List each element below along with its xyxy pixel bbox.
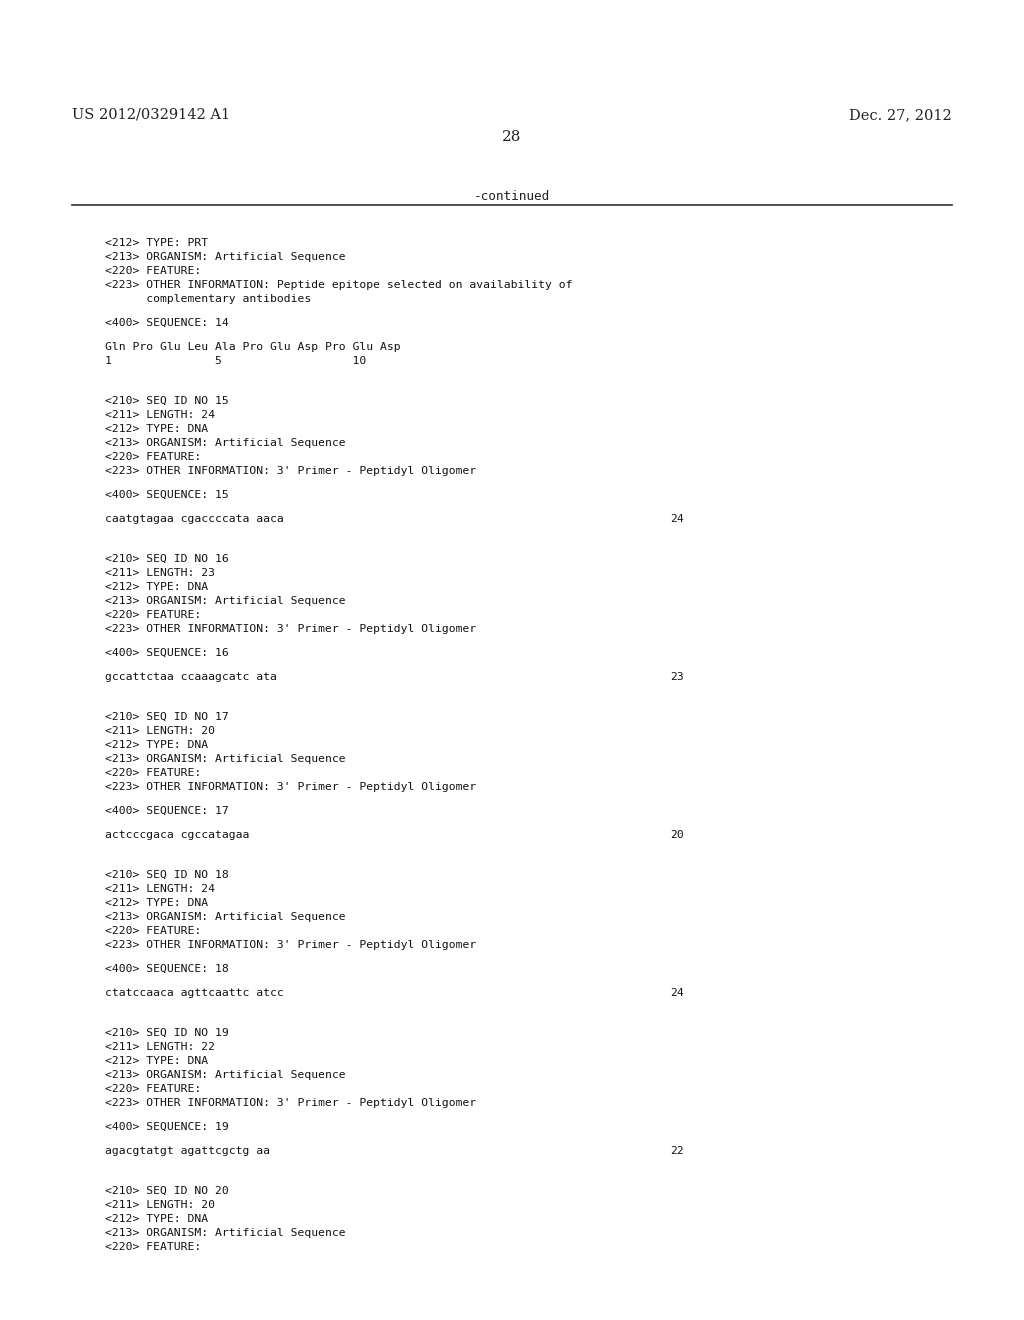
Text: <223> OTHER INFORMATION: 3' Primer - Peptidyl Oligomer: <223> OTHER INFORMATION: 3' Primer - Pep… [105,781,476,792]
Text: <213> ORGANISM: Artificial Sequence: <213> ORGANISM: Artificial Sequence [105,754,346,764]
Text: <400> SEQUENCE: 14: <400> SEQUENCE: 14 [105,318,228,327]
Text: <223> OTHER INFORMATION: 3' Primer - Peptidyl Oligomer: <223> OTHER INFORMATION: 3' Primer - Pep… [105,624,476,634]
Text: <213> ORGANISM: Artificial Sequence: <213> ORGANISM: Artificial Sequence [105,912,346,921]
Text: 24: 24 [670,513,684,524]
Text: <220> FEATURE:: <220> FEATURE: [105,768,202,777]
Text: actcccgaca cgccatagaa: actcccgaca cgccatagaa [105,830,250,840]
Text: <220> FEATURE:: <220> FEATURE: [105,610,202,620]
Text: caatgtagaa cgaccccata aaca: caatgtagaa cgaccccata aaca [105,513,284,524]
Text: <213> ORGANISM: Artificial Sequence: <213> ORGANISM: Artificial Sequence [105,1071,346,1080]
Text: <220> FEATURE:: <220> FEATURE: [105,1084,202,1094]
Text: <223> OTHER INFORMATION: 3' Primer - Peptidyl Oligomer: <223> OTHER INFORMATION: 3' Primer - Pep… [105,940,476,950]
Text: 28: 28 [503,129,521,144]
Text: complementary antibodies: complementary antibodies [105,294,311,304]
Text: <210> SEQ ID NO 19: <210> SEQ ID NO 19 [105,1028,228,1038]
Text: <211> LENGTH: 24: <211> LENGTH: 24 [105,411,215,420]
Text: <212> TYPE: DNA: <212> TYPE: DNA [105,582,208,591]
Text: <223> OTHER INFORMATION: 3' Primer - Peptidyl Oligomer: <223> OTHER INFORMATION: 3' Primer - Pep… [105,1098,476,1107]
Text: <210> SEQ ID NO 15: <210> SEQ ID NO 15 [105,396,228,407]
Text: <212> TYPE: DNA: <212> TYPE: DNA [105,741,208,750]
Text: 23: 23 [670,672,684,682]
Text: <400> SEQUENCE: 17: <400> SEQUENCE: 17 [105,807,228,816]
Text: <210> SEQ ID NO 16: <210> SEQ ID NO 16 [105,554,228,564]
Text: <210> SEQ ID NO 17: <210> SEQ ID NO 17 [105,711,228,722]
Text: ctatccaaca agttcaattc atcc: ctatccaaca agttcaattc atcc [105,987,284,998]
Text: <210> SEQ ID NO 20: <210> SEQ ID NO 20 [105,1185,228,1196]
Text: <211> LENGTH: 20: <211> LENGTH: 20 [105,1200,215,1210]
Text: <400> SEQUENCE: 19: <400> SEQUENCE: 19 [105,1122,228,1133]
Text: Gln Pro Glu Leu Ala Pro Glu Asp Pro Glu Asp: Gln Pro Glu Leu Ala Pro Glu Asp Pro Glu … [105,342,400,352]
Text: <213> ORGANISM: Artificial Sequence: <213> ORGANISM: Artificial Sequence [105,1228,346,1238]
Text: <210> SEQ ID NO 18: <210> SEQ ID NO 18 [105,870,228,880]
Text: <223> OTHER INFORMATION: 3' Primer - Peptidyl Oligomer: <223> OTHER INFORMATION: 3' Primer - Pep… [105,466,476,477]
Text: <212> TYPE: DNA: <212> TYPE: DNA [105,1214,208,1224]
Text: <220> FEATURE:: <220> FEATURE: [105,267,202,276]
Text: <212> TYPE: DNA: <212> TYPE: DNA [105,424,208,434]
Text: <220> FEATURE:: <220> FEATURE: [105,1242,202,1251]
Text: <213> ORGANISM: Artificial Sequence: <213> ORGANISM: Artificial Sequence [105,438,346,447]
Text: <211> LENGTH: 23: <211> LENGTH: 23 [105,568,215,578]
Text: <211> LENGTH: 22: <211> LENGTH: 22 [105,1041,215,1052]
Text: -continued: -continued [474,190,550,203]
Text: Dec. 27, 2012: Dec. 27, 2012 [849,108,952,121]
Text: 1               5                   10: 1 5 10 [105,356,367,366]
Text: 20: 20 [670,830,684,840]
Text: <223> OTHER INFORMATION: Peptide epitope selected on availability of: <223> OTHER INFORMATION: Peptide epitope… [105,280,572,290]
Text: <400> SEQUENCE: 16: <400> SEQUENCE: 16 [105,648,228,657]
Text: <220> FEATURE:: <220> FEATURE: [105,927,202,936]
Text: <220> FEATURE:: <220> FEATURE: [105,451,202,462]
Text: <213> ORGANISM: Artificial Sequence: <213> ORGANISM: Artificial Sequence [105,597,346,606]
Text: <212> TYPE: DNA: <212> TYPE: DNA [105,1056,208,1067]
Text: <211> LENGTH: 20: <211> LENGTH: 20 [105,726,215,737]
Text: 22: 22 [670,1146,684,1156]
Text: <212> TYPE: PRT: <212> TYPE: PRT [105,238,208,248]
Text: <400> SEQUENCE: 15: <400> SEQUENCE: 15 [105,490,228,500]
Text: <212> TYPE: DNA: <212> TYPE: DNA [105,898,208,908]
Text: <400> SEQUENCE: 18: <400> SEQUENCE: 18 [105,964,228,974]
Text: <213> ORGANISM: Artificial Sequence: <213> ORGANISM: Artificial Sequence [105,252,346,261]
Text: <211> LENGTH: 24: <211> LENGTH: 24 [105,884,215,894]
Text: agacgtatgt agattcgctg aa: agacgtatgt agattcgctg aa [105,1146,270,1156]
Text: 24: 24 [670,987,684,998]
Text: gccattctaa ccaaagcatc ata: gccattctaa ccaaagcatc ata [105,672,276,682]
Text: US 2012/0329142 A1: US 2012/0329142 A1 [72,108,230,121]
